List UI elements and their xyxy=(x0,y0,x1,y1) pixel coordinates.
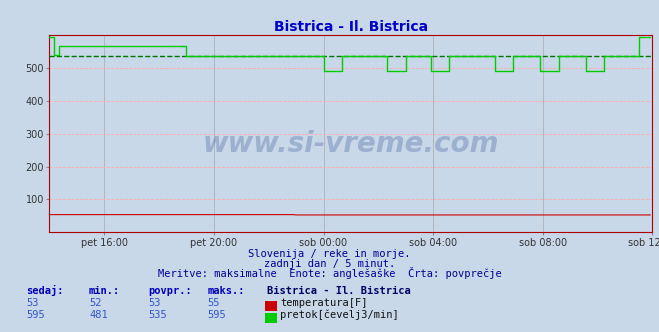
Text: 595: 595 xyxy=(26,310,45,320)
Text: temperatura[F]: temperatura[F] xyxy=(280,298,368,308)
Text: Bistrica - Il. Bistrica: Bistrica - Il. Bistrica xyxy=(267,286,411,296)
Text: 595: 595 xyxy=(208,310,226,320)
Text: povpr.:: povpr.: xyxy=(148,286,192,296)
Text: 55: 55 xyxy=(208,298,220,308)
Text: 53: 53 xyxy=(148,298,161,308)
Text: 481: 481 xyxy=(89,310,107,320)
Text: www.si-vreme.com: www.si-vreme.com xyxy=(203,129,499,157)
Text: Slovenija / reke in morje.: Slovenija / reke in morje. xyxy=(248,249,411,259)
Text: min.:: min.: xyxy=(89,286,120,296)
Text: 52: 52 xyxy=(89,298,101,308)
Text: 53: 53 xyxy=(26,298,39,308)
Text: zadnji dan / 5 minut.: zadnji dan / 5 minut. xyxy=(264,259,395,269)
Text: Meritve: maksimalne  Enote: anglešaške  Črta: povprečje: Meritve: maksimalne Enote: anglešaške Čr… xyxy=(158,267,501,279)
Text: maks.:: maks.: xyxy=(208,286,245,296)
Text: 535: 535 xyxy=(148,310,167,320)
Text: sedaj:: sedaj: xyxy=(26,285,64,296)
Text: pretok[čevelj3/min]: pretok[čevelj3/min] xyxy=(280,309,399,320)
Title: Bistrica - Il. Bistrica: Bistrica - Il. Bistrica xyxy=(274,20,428,34)
